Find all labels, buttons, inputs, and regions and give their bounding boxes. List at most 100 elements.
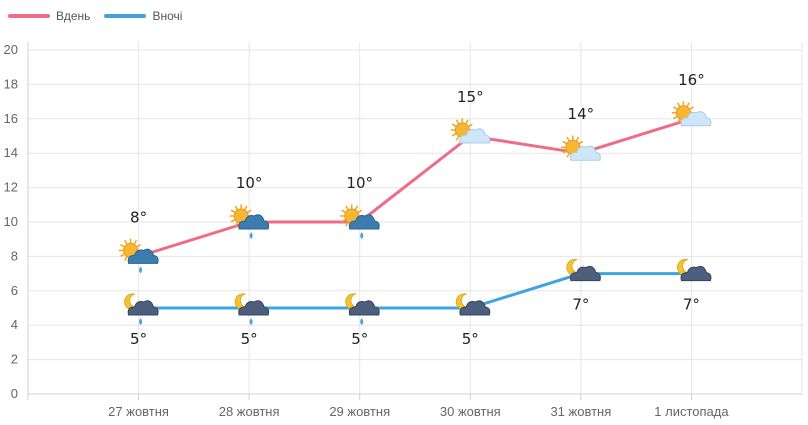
sun-ray <box>455 119 460 124</box>
day-temp-label: 15° <box>457 88 484 106</box>
cloud-shape <box>127 300 159 316</box>
night-temp-label: 7° <box>683 296 700 314</box>
y-tick-label: 4 <box>11 317 18 332</box>
y-tick-label: 2 <box>11 352 18 367</box>
x-tick-label: 31 жовтня <box>550 404 611 419</box>
sun-ray <box>673 106 678 110</box>
cloud-shape <box>569 145 601 161</box>
sun-ray <box>578 140 584 144</box>
chart-legend: Вдень Вночі <box>8 6 182 26</box>
sun-ray <box>124 256 128 261</box>
sun-ray <box>576 136 580 142</box>
cloud-shape <box>459 128 491 144</box>
rain-drop <box>139 318 143 325</box>
cloud-shape <box>348 214 380 230</box>
x-tick-label: 29 жовтня <box>329 404 390 419</box>
sun-ray <box>124 240 128 245</box>
sun-ray <box>686 102 690 107</box>
night-temp-label: 7° <box>572 296 589 314</box>
y-tick-label: 20 <box>4 42 18 57</box>
sun-ray <box>566 136 570 142</box>
sun-ray <box>451 123 457 127</box>
y-tick-label: 8 <box>11 248 18 263</box>
y-tick-label: 0 <box>11 386 18 401</box>
day-temp-label: 10° <box>236 174 263 192</box>
night-temp-label: 5° <box>130 330 147 348</box>
moon-cloud-icon <box>455 293 491 316</box>
sun-ray <box>230 219 236 223</box>
y-tick-label: 16 <box>4 111 18 126</box>
rain-drop <box>139 266 143 274</box>
sun-ray <box>689 106 694 110</box>
sun-ray <box>562 150 567 154</box>
night-temp-label: 5° <box>351 330 368 348</box>
sun-ray <box>468 123 473 127</box>
sun-ray <box>673 116 678 120</box>
sun-ray <box>234 222 238 227</box>
sun-ray <box>341 209 346 213</box>
night-temp-label: 5° <box>462 330 479 348</box>
moon-cloud-icon <box>677 258 712 282</box>
chart-axes: 0 2 4 6 8 10 12 14 16 18 20 27 жовтня 28 жовтня 29 жо… <box>4 42 802 419</box>
y-tick-label: 14 <box>4 145 18 160</box>
x-tick-label: 1 листопада <box>654 404 729 419</box>
day-series-line <box>138 117 692 258</box>
day-temp-label: 8° <box>130 208 147 226</box>
temperature-labels: 8° 10° 10° 15° 14° 16° 5° 5° 5° 5° 7° 7° <box>130 71 705 348</box>
sun-ray <box>562 140 567 144</box>
day-temp-label: 14° <box>568 105 595 123</box>
x-tick-label: 28 жовтня <box>219 404 280 419</box>
cloud-shape <box>680 265 712 282</box>
y-tick-label: 6 <box>11 283 18 298</box>
rain-drop <box>249 232 253 239</box>
sun-ray <box>120 253 125 257</box>
legend-swatch-night <box>104 14 147 18</box>
moon-cloud-rain-icon <box>345 293 380 325</box>
y-tick-label: 10 <box>4 214 18 229</box>
legend-label-night: Вночі <box>152 9 183 23</box>
sun-cloud-rain-icon <box>339 204 380 239</box>
rain-drop <box>249 318 253 325</box>
legend-item-day[interactable]: Вдень <box>8 9 90 23</box>
sun-ray <box>244 205 248 210</box>
sun-ray <box>136 244 141 248</box>
legend-item-night[interactable]: Вночі <box>104 9 182 23</box>
y-tick-label: 12 <box>4 180 18 195</box>
cloud-shape <box>680 111 712 127</box>
sun-ray <box>345 205 349 210</box>
sun-ray <box>247 209 252 213</box>
cloud-shape <box>127 248 159 264</box>
sun-ray <box>345 222 349 227</box>
sun-ray <box>677 118 681 124</box>
day-temp-label: 16° <box>678 71 705 89</box>
cloud-shape <box>459 300 491 316</box>
sun-cloud-rain-icon <box>118 238 159 274</box>
moon-cloud-rain-icon <box>234 293 270 325</box>
sun-ray <box>354 205 359 210</box>
sun-ray <box>465 119 469 124</box>
rain-drop <box>360 318 364 325</box>
sun-ray <box>230 209 236 213</box>
sun-ray <box>451 133 457 137</box>
cloud-shape <box>238 300 270 316</box>
sun-cloud-icon <box>561 135 601 161</box>
cloud-shape <box>238 214 270 230</box>
sun-cloud-rain-icon <box>229 204 270 239</box>
series-lines <box>135 115 695 311</box>
sun-ray <box>566 153 570 158</box>
x-tick-label: 30 жовтня <box>440 404 501 419</box>
sun-ray <box>120 244 125 248</box>
night-temp-label: 5° <box>241 330 258 348</box>
legend-swatch-day <box>8 14 50 18</box>
y-tick-label: 18 <box>4 76 18 91</box>
moon-cloud-icon <box>566 258 601 282</box>
sun-cloud-icon <box>671 101 712 127</box>
weather-icons <box>118 101 712 325</box>
sun-cloud-icon <box>450 118 491 144</box>
moon-cloud-rain-icon <box>124 293 159 325</box>
sun-ray <box>133 240 137 245</box>
x-tick-label: 27 жовтня <box>108 404 169 419</box>
sun-ray <box>357 209 363 213</box>
rain-drop <box>360 232 364 239</box>
